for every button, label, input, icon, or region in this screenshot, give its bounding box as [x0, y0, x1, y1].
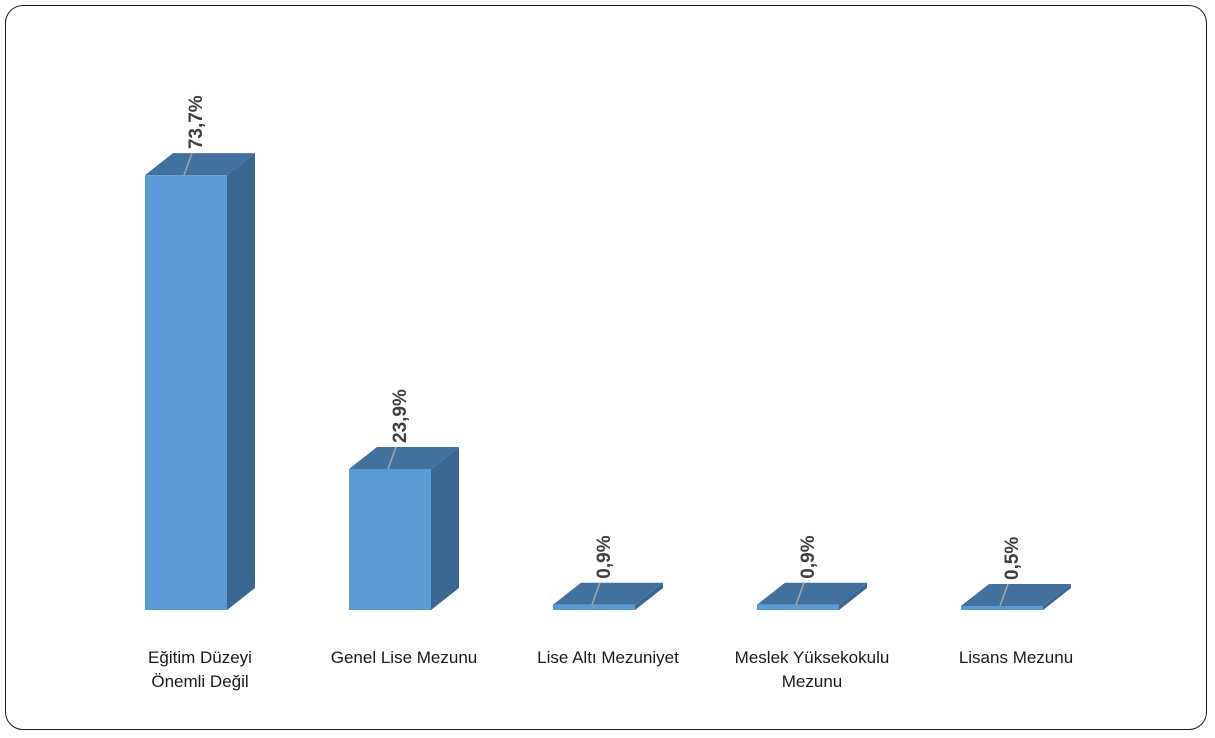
category-label-line: Genel Lise Mezunu [331, 648, 477, 667]
data-label: 0,9% [798, 535, 819, 578]
category-label: Genel Lise Mezunu [331, 648, 477, 667]
data-label: 0,5% [1002, 537, 1023, 580]
category-label-line: Lisans Mezunu [959, 648, 1073, 667]
leader-line [387, 446, 397, 470]
category-label-line: Mezunu [782, 672, 842, 691]
bar [553, 604, 635, 610]
bar [349, 468, 431, 610]
bar-group: 0,5% Lisans Mezunu [959, 537, 1073, 667]
category-label: Lise Altı Mezuniyet [537, 648, 679, 667]
data-label: 0,9% [594, 535, 615, 578]
bar-side [227, 153, 255, 611]
category-label-line: Lise Altı Mezuniyet [537, 648, 679, 667]
data-label: 73,7% [186, 95, 207, 149]
bar-top [553, 582, 663, 605]
bar [961, 606, 1043, 610]
leader-line [795, 582, 805, 605]
data-label: 23,9% [390, 389, 411, 443]
bar-group: 23,9% Genel Lise Mezunu [331, 389, 477, 667]
bar-top [145, 153, 255, 176]
bar-side [431, 446, 459, 610]
category-label: Meslek Yüksekokulu Mezunu [735, 648, 890, 691]
category-label-line: Eğitim Düzeyi [148, 648, 252, 667]
bar-group: 0,9% Lise Altı Mezuniyet [537, 535, 679, 667]
bar-side [1043, 584, 1071, 610]
bar [145, 175, 227, 611]
bar-side [839, 582, 867, 610]
bar-top [349, 446, 459, 469]
bar-group: 73,7% Eğitim Düzeyi Önemli Değil [145, 95, 255, 691]
leader-line [183, 152, 193, 176]
bar-side [635, 582, 663, 610]
bar [757, 604, 839, 610]
bar-top [757, 582, 867, 605]
category-label: Eğitim Düzeyi Önemli Değil [148, 648, 252, 691]
category-label: Lisans Mezunu [959, 648, 1073, 667]
leader-line [999, 583, 1009, 607]
category-label-line: Meslek Yüksekokulu [735, 648, 890, 667]
leader-line [591, 582, 601, 605]
bar-group: 0,9% Meslek Yüksekokulu Mezunu [735, 535, 890, 691]
category-label-line: Önemli Değil [151, 672, 248, 691]
bar-top [961, 584, 1071, 606]
